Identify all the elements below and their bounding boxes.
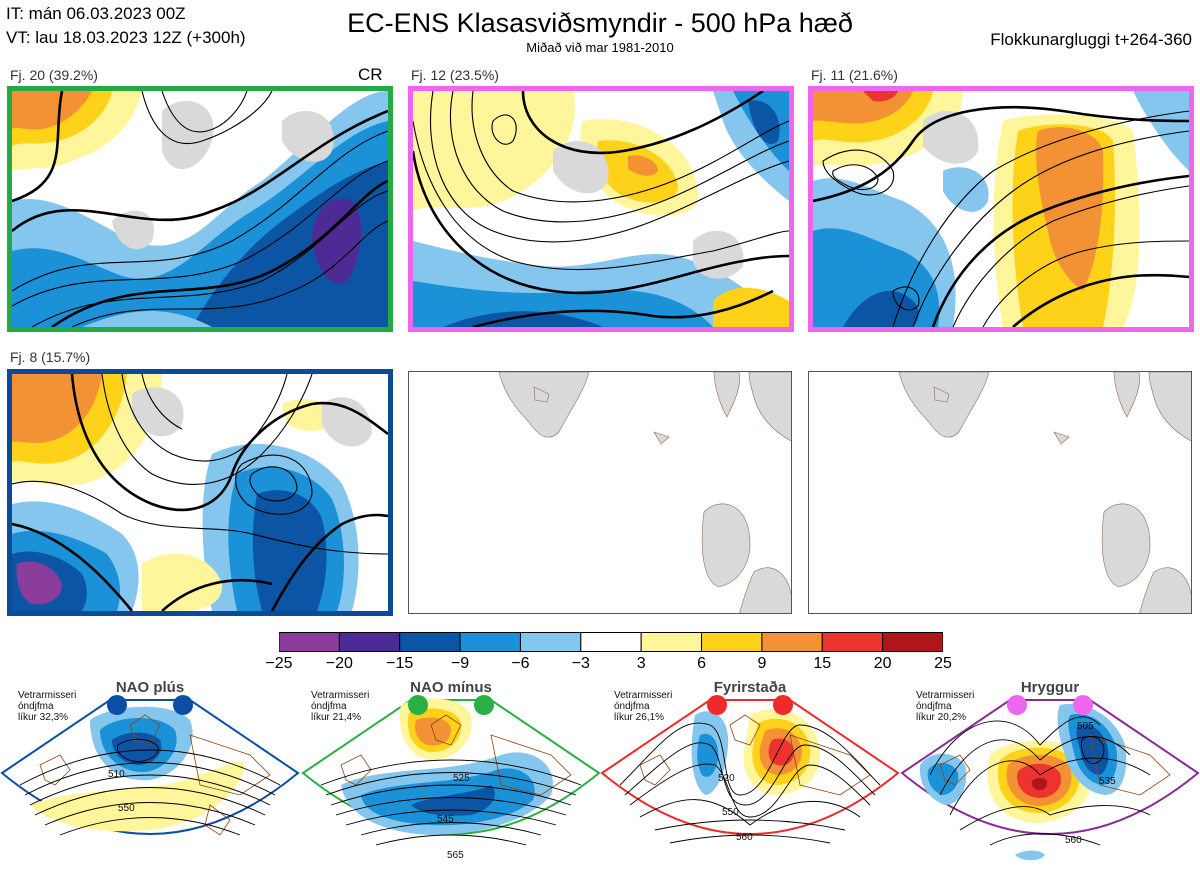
- colorbar: [279, 632, 943, 652]
- page-subtitle: Miðað við mar 1981-2010: [526, 40, 674, 55]
- colorbar-tick-label: −3: [571, 655, 590, 672]
- regime-2-contour-a: 525: [453, 773, 470, 784]
- colorbar-tick-label: 6: [697, 655, 706, 672]
- colorbar-tick-label: 3: [636, 655, 646, 672]
- panel-2-label: Fj. 12 (23.5%): [411, 67, 499, 83]
- empty-map-6: [808, 371, 1192, 614]
- regime-3-contour-b: 550: [722, 807, 739, 818]
- regime-4-note: Vetrarmisseri óndjfma líkur 20,2%: [916, 690, 975, 723]
- classification-window: Flokkunargluggi t+264-360: [990, 30, 1192, 49]
- colorbar-tick-label: 9: [757, 655, 767, 672]
- colorbar-tick-label: 20: [873, 655, 892, 672]
- regime-2-contour-c: 565: [447, 850, 464, 861]
- regime-3-note: Vetrarmisseri óndjfma líkur 26,1%: [614, 690, 673, 723]
- colorbar-tick-label: −6: [511, 655, 530, 672]
- panel-3-label: Fj. 11 (21.6%): [811, 67, 898, 83]
- regime-4-contour-b: 535: [1099, 776, 1116, 787]
- panel-4-label: Fj. 8 (15.7%): [10, 349, 91, 365]
- regime-1-contour-a: 510: [108, 769, 125, 780]
- regime-1-title: NAO plús: [115, 679, 185, 696]
- colorbar-tick-label: −20: [325, 655, 353, 672]
- valid-time: VT: lau 18.03.2023 12Z (+300h): [6, 28, 246, 47]
- regime-2-title: NAO mínus: [410, 679, 492, 696]
- cluster-map-1: [7, 86, 393, 332]
- colorbar-tick-label: 25: [934, 655, 952, 672]
- regime-2-note: Vetrarmisseri óndjfma líkur 21,4%: [311, 690, 370, 723]
- colorbar-tick-label: −15: [386, 655, 414, 672]
- regime-2-contour-b: 545: [437, 814, 454, 825]
- cluster-map-3: [808, 86, 1194, 332]
- regime-4-contour-a: 505: [1077, 721, 1094, 732]
- regime-1-note: Vetrarmisseri óndjfma líkur 32,3%: [18, 690, 77, 723]
- panel-1-label: Fj. 20 (39.2%): [10, 67, 98, 83]
- regime-3-contour-c: 560: [736, 832, 753, 843]
- colorbar-tick-label: −9: [450, 655, 470, 672]
- page-title: EC-ENS Klasasviðsmyndir - 500 hPa hæð: [347, 8, 853, 38]
- regime-4-title: Hryggur: [1020, 679, 1080, 696]
- cluster-map-2: [408, 86, 794, 332]
- regime-3-contour-a: 520: [718, 773, 735, 784]
- regime-ridge: Hryggur Vetrarmisseri óndjfma líkur 20,2…: [900, 645, 1200, 875]
- colorbar-tick-label: 15: [813, 655, 832, 672]
- cluster-map-4: [7, 369, 393, 616]
- regime-nao-minus: NAO mínus Vetrarmisseri óndjfma líkur 21…: [301, 645, 601, 875]
- empty-map-5: [408, 371, 792, 614]
- colorbar-tick-label: −25: [265, 655, 293, 672]
- init-time: IT: mán 06.03.2023 00Z: [6, 4, 186, 23]
- regime-nao-plus: NAO plús Vetrarmisseri óndjfma líkur 32,…: [0, 645, 300, 875]
- regime-3-title: Fyrirstaða: [713, 679, 787, 696]
- regime-4-contour-c: 560: [1065, 835, 1082, 846]
- regime-1-contour-b: 550: [118, 803, 135, 814]
- panel-1-tag: CR: [358, 65, 383, 84]
- regime-blocking: Fyrirstaða Vetrarmisseri óndjfma líkur 2…: [600, 645, 900, 875]
